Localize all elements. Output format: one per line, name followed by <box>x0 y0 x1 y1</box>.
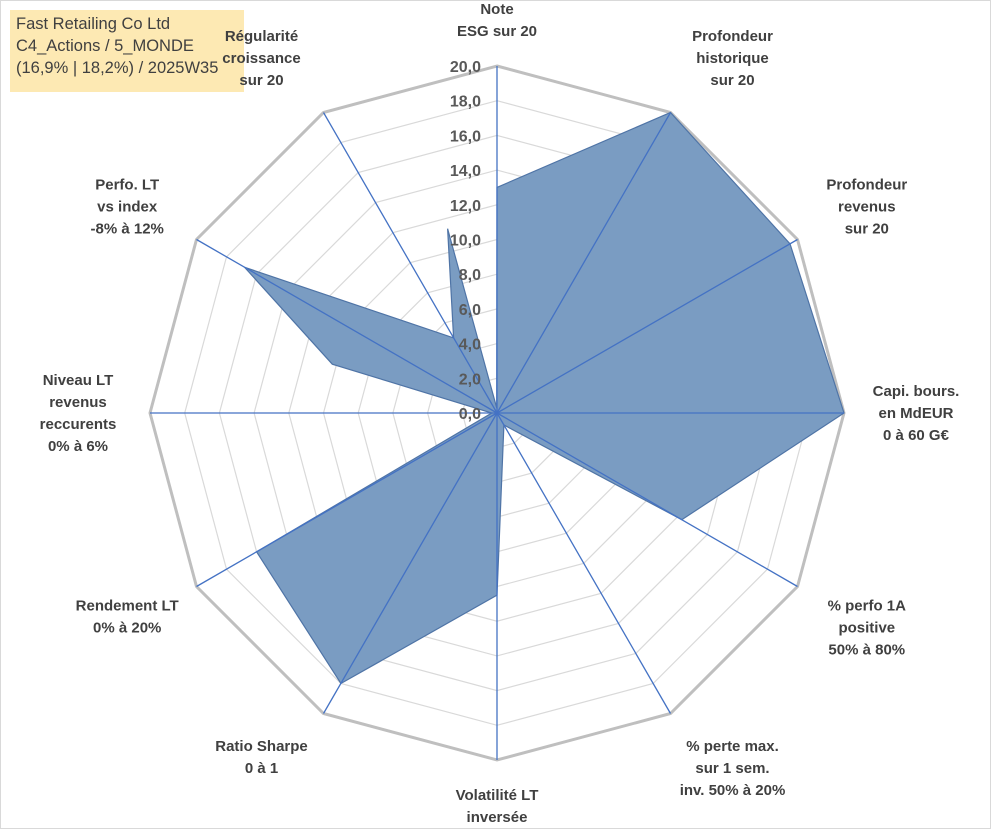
r-tick-label: 4,0 <box>459 337 481 354</box>
axis-label-line: historique <box>696 50 769 67</box>
r-tick-label: 12,0 <box>450 198 481 215</box>
axis-label: Note ESG sur 20 <box>457 1 537 40</box>
axis-spoke <box>322 412 498 714</box>
portfolio-label: C4_Actions / 5_MONDE <box>16 37 194 55</box>
axis-label: Volatilité LTinversée40% à 0% <box>456 787 539 829</box>
axis-label-line: croissance <box>222 50 300 67</box>
axis-spoke <box>496 112 672 414</box>
axis-spoke <box>196 412 498 588</box>
axis-label-line: -8% à 12% <box>91 221 164 238</box>
axis-label-line: Rendement LT <box>76 598 179 615</box>
axis-spoke <box>496 412 798 588</box>
axis-label-line: Ratio Sharpe <box>215 738 308 755</box>
axis-label-line: reccurents <box>40 416 117 433</box>
axis-label-line: positive <box>838 620 895 637</box>
axis-label-line: vs index <box>97 199 158 216</box>
axis-label-line: 0% à 20% <box>93 620 161 637</box>
axis-label-line: sur 20 <box>845 221 889 238</box>
axis-label-line: 0% à 6% <box>48 438 108 455</box>
axis-spoke <box>496 238 798 414</box>
axis-label-line: Note <box>480 1 513 18</box>
r-tick-label: 20,0 <box>450 59 481 76</box>
series-layer <box>242 111 845 685</box>
r-tick-label: 14,0 <box>450 163 481 180</box>
axis-spoke <box>322 112 498 414</box>
axis-label-line: revenus <box>49 394 107 411</box>
r-tick-label: 18,0 <box>450 94 481 111</box>
axis-label-line: Régularité <box>225 28 298 45</box>
axis-label-line: Capi. bours. <box>873 383 960 400</box>
axis-label-line: sur 1 sem. <box>695 760 769 777</box>
axis-label: Ratio Sharpe 0 à 1 <box>215 738 308 777</box>
axis-spoke <box>496 412 672 714</box>
axis-label-line: inv. 50% à 20% <box>680 782 786 799</box>
axis-label-line: sur 20 <box>239 72 283 89</box>
axis-spoke <box>196 238 498 414</box>
axis-label-line: Profondeur <box>692 28 773 45</box>
axis-label-line: % perte max. <box>686 738 779 755</box>
axis-label-line: ESG sur 20 <box>457 23 537 40</box>
axis-label-line: Perfo. LT <box>95 177 159 194</box>
axis-label: Profondeur revenus sur 20 <box>826 177 907 238</box>
axis-label-line: % perfo 1A <box>828 598 907 615</box>
company-name: Fast Retailing Co Ltd <box>16 15 171 33</box>
spoke-layer <box>150 66 844 760</box>
performance-week: (16,9% | 18,2%) / 2025W35 <box>16 59 219 77</box>
axis-label-line: 0 à 60 G€ <box>883 427 950 444</box>
info-box: Fast Retailing Co Ltd C4_Actions / 5_MON… <box>10 10 244 92</box>
axis-label: Profondeur historique sur 20 <box>692 28 773 89</box>
axis-label-layer: Note ESG sur 20 Profondeur historique sur 20… <box>40 1 960 829</box>
axis-label-line: inversée <box>467 809 528 826</box>
series-area <box>242 111 845 685</box>
axis-label-line: sur 20 <box>710 72 754 89</box>
axis-label-line: 50% à 80% <box>828 642 905 659</box>
r-tick-label: 10,0 <box>450 233 481 250</box>
r-tick-label: 8,0 <box>459 267 481 284</box>
axis-label: Rendement LT 0% à 20% <box>76 598 179 637</box>
r-tick-label: 0,0 <box>459 406 481 423</box>
axis-label-line: 0 à 1 <box>245 760 278 777</box>
r-tick-label: 2,0 <box>459 371 481 388</box>
tick-layer: 0,0 2,0 4,0 6,0 8,0 10,0 12,0 14,0 16,0 18,0 20,0 <box>450 59 481 423</box>
axis-label: % perfo 1A positive 50% à 80% <box>828 598 907 659</box>
r-tick-label: 16,0 <box>450 128 481 145</box>
axis-label: Niveau LT revenus reccurents 0% à 6% <box>40 372 117 455</box>
axis-label-line: Volatilité LT <box>456 787 539 804</box>
axis-label: Capi. bours. en MdEUR 0 à 60 G€ <box>873 383 960 444</box>
axis-label: Régularité croissance sur 20 <box>222 28 300 89</box>
axis-label: Perfo. LT vs index -8% à 12% <box>91 177 164 238</box>
axis-label-line: en MdEUR <box>879 405 954 422</box>
axis-label-line: Profondeur <box>826 177 907 194</box>
axis-label-line: revenus <box>838 199 896 216</box>
r-tick-label: 6,0 <box>459 302 481 319</box>
axis-label: % perte max. sur 1 sem. inv. 50% à 20% <box>680 738 786 799</box>
axis-label-line: Niveau LT <box>43 372 114 389</box>
